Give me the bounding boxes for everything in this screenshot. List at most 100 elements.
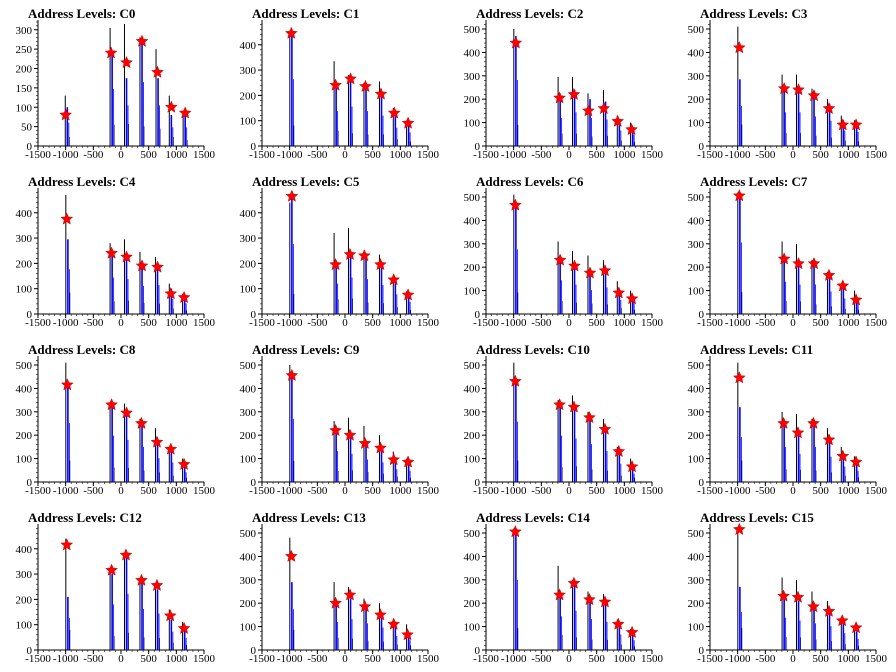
x-tick-label: 1500 <box>641 653 664 665</box>
x-tick-label: -500 <box>83 485 104 497</box>
y-tick-label: 200 <box>464 430 481 442</box>
chart-title: Address Levels: C15 <box>700 510 814 525</box>
y-tick-label: 200 <box>16 64 33 76</box>
peak-marker <box>732 41 746 54</box>
y-tick-label: 100 <box>240 116 257 128</box>
peak-marker <box>60 378 74 391</box>
x-tick-label: -1500 <box>249 485 275 497</box>
y-tick-label: 200 <box>240 258 257 270</box>
chart-title: Address Levels: C13 <box>252 510 366 525</box>
y-tick-label: 400 <box>240 551 257 563</box>
x-tick-label: 500 <box>140 653 157 665</box>
x-tick-label: 0 <box>566 653 572 665</box>
x-tick-label: -1500 <box>697 653 723 665</box>
peak-marker <box>59 108 73 121</box>
x-tick-label: -1500 <box>25 653 51 665</box>
peak-marker <box>150 578 164 591</box>
peak-marker <box>135 34 149 47</box>
y-tick-label: 0 <box>27 141 33 153</box>
y-tick-label: 0 <box>27 645 33 657</box>
peak-marker <box>343 588 357 601</box>
x-tick-label: -1000 <box>53 149 79 161</box>
y-tick-label: 200 <box>688 430 705 442</box>
y-tick-label: 100 <box>464 118 481 130</box>
peak-marker <box>105 398 118 411</box>
x-tick-label: 0 <box>342 317 348 329</box>
peak-marker <box>401 628 414 641</box>
y-tick-label: 300 <box>464 71 481 83</box>
chart-canvas: 0 100 200 300 400 -1500 -1000 -500 0 500 1000 1500 <box>16 188 216 329</box>
y-tick-label: 100 <box>688 286 705 298</box>
chart-panel: Address Levels: C2 0 100 200 300 400 500 -1500-… <box>448 0 672 168</box>
peak-marker <box>849 118 863 131</box>
y-tick-label: 100 <box>688 118 705 130</box>
x-tick-label: -1000 <box>53 317 79 329</box>
y-tick-label: 200 <box>464 598 481 610</box>
x-tick-label: -1000 <box>277 485 303 497</box>
peak-marker <box>60 538 74 551</box>
peak-marker <box>104 46 118 59</box>
peak-marker <box>625 460 639 473</box>
x-tick-label: 0 <box>342 485 348 497</box>
x-tick-label: 500 <box>812 485 829 497</box>
x-tick-label: 0 <box>566 485 572 497</box>
chart-title: Address Levels: C2 <box>476 6 584 21</box>
y-tick-label: 500 <box>240 528 257 540</box>
y-tick-label: 0 <box>475 477 481 489</box>
peak-marker <box>792 256 805 270</box>
x-tick-label: 500 <box>588 653 605 665</box>
y-tick-label: 500 <box>464 192 481 204</box>
y-tick-label: 400 <box>16 383 33 395</box>
x-tick-label: 500 <box>812 317 829 329</box>
peak-marker <box>849 455 863 468</box>
x-tick-label: 1000 <box>165 485 188 497</box>
peak-marker <box>329 257 342 271</box>
x-tick-label: -500 <box>531 653 552 665</box>
peak-marker <box>387 617 401 630</box>
chart-panel: Address Levels: C12 0 100 200 300 400 -1500 -10… <box>0 504 224 672</box>
y-tick-label: 0 <box>699 309 705 321</box>
x-tick-label: -1500 <box>249 653 275 665</box>
x-tick-label: -1000 <box>725 653 751 665</box>
y-tick-label: 500 <box>16 360 33 372</box>
peak-marker <box>807 256 821 270</box>
x-tick-label: -1000 <box>725 149 751 161</box>
chart-panel: Address Levels: C6 0 100 200 300 400 500 -1500-… <box>448 168 672 336</box>
peak-marker <box>105 563 118 576</box>
peak-marker <box>849 293 863 306</box>
chart-panel: Address Levels: C5 0 100 200 300 400 -1500 -100… <box>224 168 448 336</box>
x-tick-label: -500 <box>531 149 552 161</box>
peak-marker <box>777 81 791 95</box>
peak-marker <box>164 442 178 455</box>
x-tick-label: 500 <box>140 485 157 497</box>
peak-marker <box>553 91 566 104</box>
peak-marker <box>807 416 820 429</box>
peak-marker <box>553 398 566 411</box>
x-tick-label: -1000 <box>725 317 751 329</box>
x-tick-label: 1000 <box>613 485 636 497</box>
peak-marker <box>387 106 401 119</box>
peak-marker <box>807 88 821 102</box>
x-tick-label: -1500 <box>25 149 51 161</box>
peak-marker <box>625 625 639 638</box>
y-tick-label: 200 <box>688 598 705 610</box>
peak-marker <box>567 87 581 100</box>
y-tick-label: 100 <box>16 454 33 466</box>
x-tick-label: -1000 <box>277 149 303 161</box>
x-tick-label: 0 <box>790 317 796 329</box>
y-tick-label: 300 <box>240 65 257 77</box>
x-tick-label: -1000 <box>501 485 527 497</box>
peak-marker <box>777 416 790 429</box>
x-tick-label: 1000 <box>165 317 188 329</box>
y-tick-label: 400 <box>688 215 705 227</box>
x-tick-label: 1000 <box>613 149 636 161</box>
y-tick-label: 200 <box>688 262 705 274</box>
y-tick-label: 200 <box>16 594 33 606</box>
y-tick-label: 400 <box>464 551 481 563</box>
chart-panel: Address Levels: C10 0 100 200 300 400 500 -1500… <box>448 336 672 504</box>
x-tick-label: 1500 <box>641 149 664 161</box>
peak-marker <box>792 83 805 96</box>
peak-marker <box>598 422 612 435</box>
peak-marker <box>509 36 523 49</box>
peak-marker <box>164 100 178 113</box>
